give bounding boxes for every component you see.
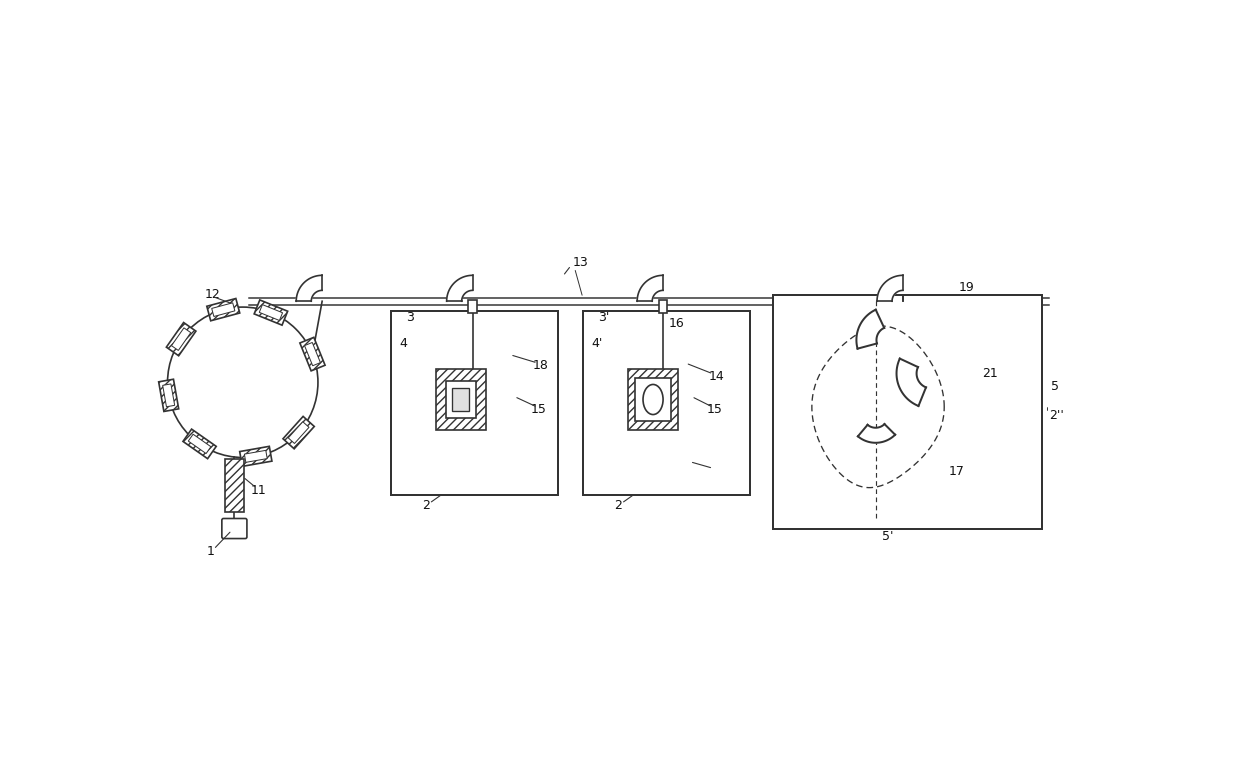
Bar <box>658 301 667 313</box>
Polygon shape <box>897 359 926 406</box>
Text: 5': 5' <box>882 531 894 544</box>
Polygon shape <box>446 276 472 301</box>
Polygon shape <box>877 276 903 301</box>
Polygon shape <box>283 416 314 449</box>
Polygon shape <box>212 303 234 316</box>
Bar <box>774 294 1043 528</box>
Polygon shape <box>184 429 216 459</box>
Bar <box>627 369 678 429</box>
Bar <box>391 311 558 495</box>
Polygon shape <box>858 424 895 443</box>
Polygon shape <box>857 310 884 349</box>
Text: 15: 15 <box>531 403 547 416</box>
Bar <box>226 459 243 512</box>
Text: 2: 2 <box>423 499 430 512</box>
Text: 3': 3' <box>598 311 609 325</box>
Text: 18: 18 <box>533 359 548 372</box>
Polygon shape <box>288 422 309 444</box>
Text: 4': 4' <box>591 337 603 350</box>
Text: 1: 1 <box>207 546 215 559</box>
Text: 21: 21 <box>982 367 998 381</box>
Bar <box>446 381 476 418</box>
Polygon shape <box>207 298 239 321</box>
Text: 12: 12 <box>205 288 221 301</box>
Text: 2'': 2'' <box>1049 410 1064 422</box>
Text: 17: 17 <box>949 466 965 478</box>
Bar <box>635 378 671 421</box>
FancyBboxPatch shape <box>222 519 247 538</box>
Text: 3: 3 <box>405 311 414 325</box>
Polygon shape <box>259 304 283 320</box>
Polygon shape <box>239 447 272 466</box>
Bar <box>583 311 750 495</box>
Bar <box>453 388 469 411</box>
Polygon shape <box>254 300 288 326</box>
Polygon shape <box>296 276 322 301</box>
Text: 13: 13 <box>573 257 589 269</box>
Text: 5: 5 <box>1050 380 1059 393</box>
Text: 16: 16 <box>668 317 684 330</box>
Polygon shape <box>300 338 325 371</box>
Polygon shape <box>637 276 663 301</box>
Polygon shape <box>159 379 179 412</box>
Polygon shape <box>166 322 196 356</box>
Polygon shape <box>188 435 211 453</box>
Text: 2: 2 <box>615 499 622 512</box>
Bar <box>469 301 476 313</box>
Polygon shape <box>162 384 175 407</box>
Ellipse shape <box>644 385 663 415</box>
Polygon shape <box>305 342 320 366</box>
Polygon shape <box>171 328 191 350</box>
Text: 4: 4 <box>399 337 407 350</box>
Polygon shape <box>244 450 268 463</box>
Text: 15: 15 <box>707 403 723 416</box>
Bar <box>435 369 486 429</box>
Polygon shape <box>812 326 944 488</box>
Text: 14: 14 <box>708 370 724 383</box>
Text: 11: 11 <box>250 484 267 497</box>
Text: 19: 19 <box>959 282 975 294</box>
